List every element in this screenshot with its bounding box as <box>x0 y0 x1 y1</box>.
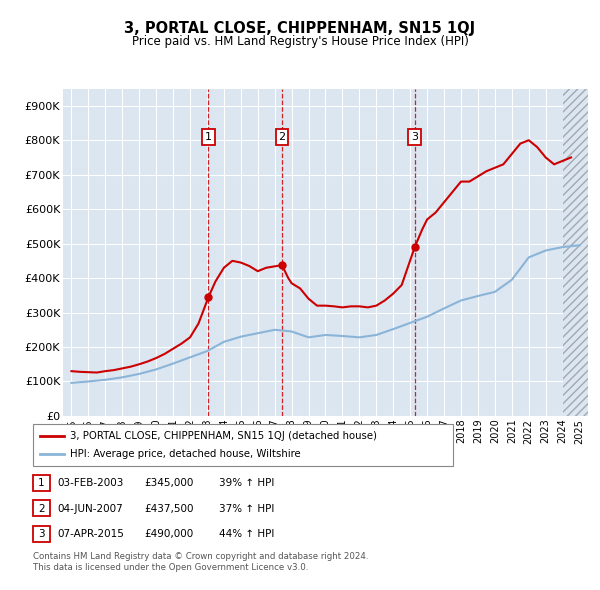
Text: 04-JUN-2007: 04-JUN-2007 <box>57 504 123 513</box>
Text: 3, PORTAL CLOSE, CHIPPENHAM, SN15 1QJ: 3, PORTAL CLOSE, CHIPPENHAM, SN15 1QJ <box>124 21 476 35</box>
Text: This data is licensed under the Open Government Licence v3.0.: This data is licensed under the Open Gov… <box>33 563 308 572</box>
Text: 2: 2 <box>278 132 286 142</box>
Text: 39% ↑ HPI: 39% ↑ HPI <box>219 478 274 488</box>
Text: 07-APR-2015: 07-APR-2015 <box>57 529 124 539</box>
Text: £437,500: £437,500 <box>144 504 193 513</box>
Text: £490,000: £490,000 <box>144 529 193 539</box>
Text: 03-FEB-2003: 03-FEB-2003 <box>57 478 124 488</box>
Text: 37% ↑ HPI: 37% ↑ HPI <box>219 504 274 513</box>
Text: 3, PORTAL CLOSE, CHIPPENHAM, SN15 1QJ (detached house): 3, PORTAL CLOSE, CHIPPENHAM, SN15 1QJ (d… <box>70 431 377 441</box>
Text: 1: 1 <box>205 132 212 142</box>
Text: 3: 3 <box>411 132 418 142</box>
Text: Price paid vs. HM Land Registry's House Price Index (HPI): Price paid vs. HM Land Registry's House … <box>131 35 469 48</box>
Text: 2: 2 <box>38 504 45 513</box>
Text: 44% ↑ HPI: 44% ↑ HPI <box>219 529 274 539</box>
Text: 1: 1 <box>38 478 45 488</box>
Text: 3: 3 <box>38 529 45 539</box>
Text: Contains HM Land Registry data © Crown copyright and database right 2024.: Contains HM Land Registry data © Crown c… <box>33 552 368 561</box>
Text: HPI: Average price, detached house, Wiltshire: HPI: Average price, detached house, Wilt… <box>70 449 301 459</box>
Bar <box>563 88 588 416</box>
Text: £345,000: £345,000 <box>144 478 193 488</box>
